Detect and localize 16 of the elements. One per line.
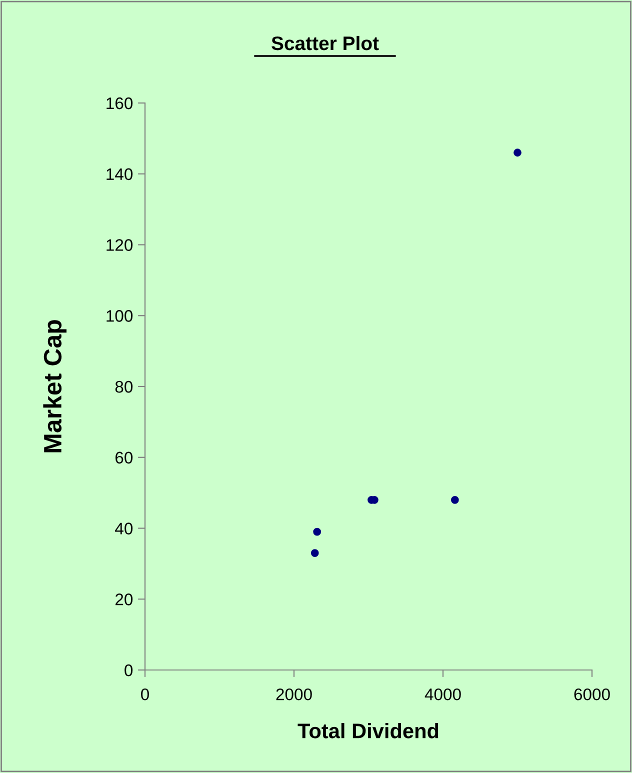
- y-tick-label: 120: [106, 239, 133, 251]
- x-axis-title: Total Dividend: [298, 723, 438, 738]
- y-tick-label: 100: [106, 310, 133, 322]
- x-tick-label: 4000: [424, 688, 461, 700]
- y-tick-label: 20: [115, 594, 133, 606]
- y-tick-label: 40: [115, 522, 133, 534]
- y-tick-label: 0: [124, 664, 133, 676]
- y-tick-label: 160: [106, 97, 133, 110]
- x-tick-label: 6000: [574, 688, 610, 700]
- y-tick-label: 80: [115, 380, 133, 393]
- x-tick-label: 0: [141, 688, 149, 700]
- x-tick-label: 2000: [276, 688, 312, 700]
- y-tick-label: 140: [106, 168, 133, 180]
- y-tick-label: 60: [116, 452, 133, 464]
- chart-title: Scatter Plot: [272, 36, 379, 50]
- y-axis-title: Market Cap: [43, 320, 66, 452]
